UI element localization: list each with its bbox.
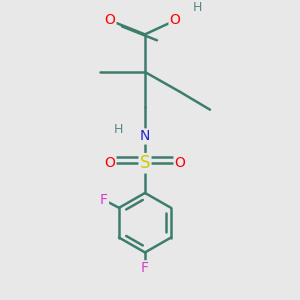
Text: F: F: [100, 193, 108, 207]
Text: N: N: [140, 130, 150, 143]
Text: H: H: [113, 123, 123, 136]
Text: F: F: [141, 261, 149, 275]
Text: O: O: [169, 14, 180, 28]
Text: H: H: [192, 1, 202, 14]
Text: O: O: [175, 156, 185, 170]
Text: O: O: [105, 156, 116, 170]
Text: O: O: [105, 14, 116, 28]
Text: S: S: [140, 154, 150, 172]
